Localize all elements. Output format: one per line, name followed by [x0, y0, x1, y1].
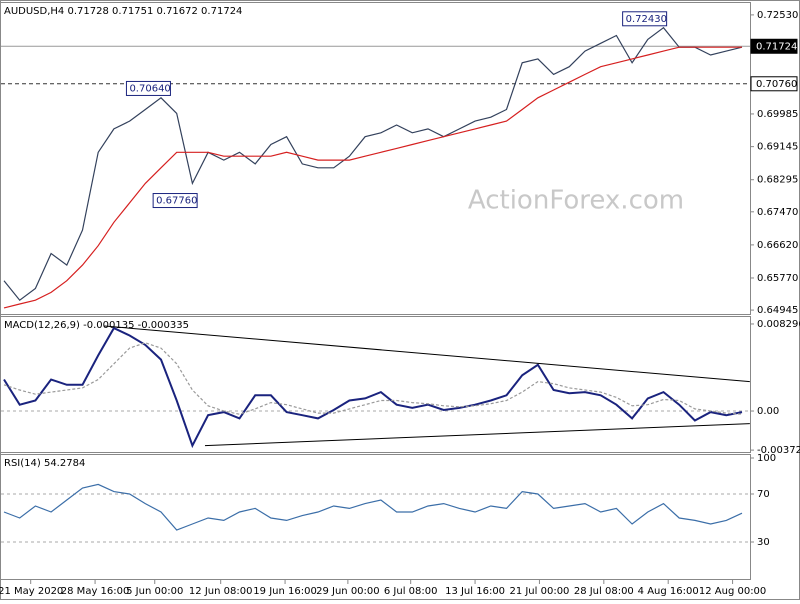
y-tick-label: 30	[757, 537, 770, 548]
y-tick-label: -0.003725	[757, 445, 800, 456]
y-tick-label: 0.00	[757, 406, 779, 417]
series-line	[3, 483, 743, 531]
level-box	[750, 38, 798, 54]
y-tick-label: 100	[757, 453, 776, 464]
x-tick-label: 28 May 16:00	[61, 586, 130, 597]
annotation-box	[152, 193, 198, 209]
y-tick-label: 70	[757, 489, 770, 500]
y-tick-label: 0.68295	[757, 175, 798, 186]
annotation-box	[622, 11, 668, 27]
annotation-label: 0.70640	[129, 83, 170, 94]
x-tick-label: 6 Jul 08:00	[384, 586, 438, 597]
panel-title: RSI(14) 54.2784	[4, 458, 85, 469]
y-tick-label: 0.72530	[757, 10, 798, 21]
x-tick-label: 13 Jul 16:00	[445, 586, 505, 597]
rsi-panel	[0, 454, 751, 580]
price-panel	[0, 2, 751, 315]
x-tick-label: 12 Aug 00:00	[699, 586, 766, 597]
y-tick-label: 0.67470	[757, 207, 798, 218]
y-tick-label: 0.64945	[757, 305, 798, 316]
trendline	[204, 423, 750, 447]
x-tick-label: 21 May 2020	[0, 586, 63, 597]
y-tick-label: 0.65770	[757, 273, 798, 284]
level-label: 0.71724	[756, 41, 797, 52]
x-tick-label: 28 Jul 08:00	[574, 586, 634, 597]
level-label: 0.70760	[756, 79, 797, 90]
series-line	[3, 46, 742, 309]
annotation-box	[125, 80, 171, 96]
y-tick-label: 0.69985	[757, 109, 798, 120]
y-tick-label: 0.66620	[757, 240, 798, 251]
series-line	[3, 342, 743, 415]
x-tick-label: 12 Jun 08:00	[189, 586, 253, 597]
level-box	[750, 76, 798, 92]
panel-title: MACD(12,26,9) -0.000135 -0.000335	[4, 320, 189, 331]
panel-title: AUDUSD,H4 0.71728 0.71751 0.71672 0.7172…	[4, 6, 242, 17]
annotation-label: 0.67760	[156, 196, 197, 207]
x-tick-label: 19 Jun 16:00	[253, 586, 317, 597]
y-tick-label: 0.008296	[757, 319, 800, 330]
macd-panel	[0, 316, 751, 453]
x-tick-label: 29 Jun 00:00	[316, 586, 380, 597]
x-tick-label: 21 Jul 00:00	[509, 586, 569, 597]
x-tick-label: 4 Aug 16:00	[638, 586, 699, 597]
watermark: ActionForex.com	[468, 186, 684, 216]
series-line	[3, 326, 743, 449]
series-line	[3, 26, 743, 302]
x-tick-label: 5 Jun 00:00	[126, 586, 183, 597]
annotation-label: 0.72430	[626, 14, 667, 25]
y-tick-label: 0.69145	[757, 142, 798, 153]
trendline	[104, 325, 750, 383]
